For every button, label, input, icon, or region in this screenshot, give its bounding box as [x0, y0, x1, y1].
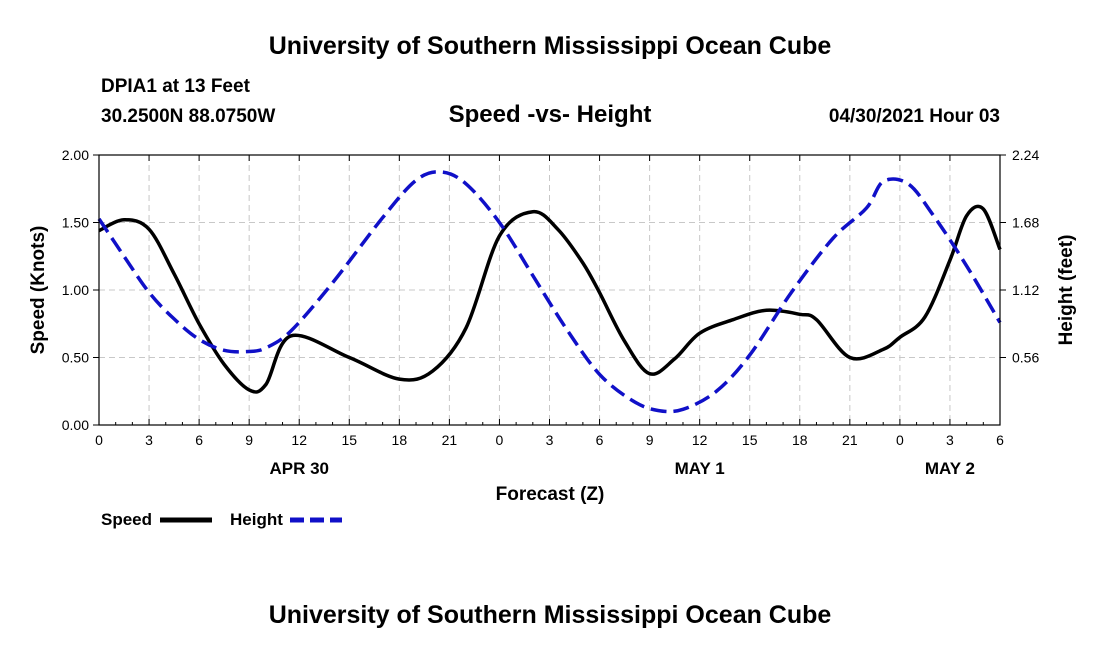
- x-tick-label: 3: [546, 432, 554, 448]
- x-tick-label: 6: [596, 432, 604, 448]
- y-tick-label: 0.50: [62, 350, 89, 366]
- x-tick-label: 9: [245, 432, 253, 448]
- x-tick-label: 0: [95, 432, 103, 448]
- chart-title: University of Southern Mississippi Ocean…: [268, 32, 832, 60]
- station-label: DPIA1 at 13 Feet: [101, 76, 250, 97]
- date-label: APR 30: [269, 459, 329, 478]
- x-tick-label: 15: [341, 432, 357, 448]
- x-tick-label: 6: [996, 432, 1004, 448]
- station-coordinates: 30.2500N 88.0750W: [101, 106, 276, 127]
- x-tick-label: 12: [692, 432, 708, 448]
- x-tick-label: 21: [442, 432, 458, 448]
- x-tick-label: 18: [392, 432, 408, 448]
- y2-axis-label: Height (feet): [1056, 235, 1077, 346]
- chart-subtitle: Speed -vs- Height: [448, 101, 652, 128]
- date-label: MAY 1: [675, 459, 725, 478]
- x-tick-label: 6: [195, 432, 203, 448]
- x-axis-label: Forecast (Z): [496, 484, 605, 505]
- y2-tick-label: 0.56: [1012, 350, 1039, 366]
- y-tick-label: 2.00: [62, 147, 89, 163]
- y-tick-label: 0.00: [62, 417, 89, 433]
- forecast-datetime: 04/30/2021 Hour 03: [828, 106, 1000, 127]
- axis-labels: Forecast (Z) Speed (Knots) Height (feet)…: [28, 147, 1077, 505]
- axes: [93, 154, 1006, 426]
- legend-speed-label: Speed: [101, 510, 152, 529]
- x-tick-label: 0: [896, 432, 904, 448]
- footer-title: University of Southern Mississippi Ocean…: [268, 601, 832, 629]
- x-tick-label: 0: [496, 432, 504, 448]
- grid: [99, 155, 1000, 425]
- y-axis-label: Speed (Knots): [28, 226, 49, 355]
- speed-line: [98, 204, 1002, 394]
- height-line: [97, 170, 1002, 414]
- x-tick-label: 21: [842, 432, 858, 448]
- legend-height-label: Height: [230, 510, 283, 529]
- x-tick-label: 3: [946, 432, 954, 448]
- x-tick-label: 3: [145, 432, 153, 448]
- y-tick-label: 1.50: [62, 215, 89, 231]
- series: [97, 170, 1002, 414]
- y-tick-label: 1.00: [62, 282, 89, 298]
- x-tick-label: 18: [792, 432, 808, 448]
- date-label: MAY 2: [925, 459, 975, 478]
- legend: Speed Height: [101, 510, 342, 529]
- x-tick-label: 9: [646, 432, 654, 448]
- y2-tick-label: 1.68: [1012, 215, 1039, 231]
- y2-tick-label: 1.12: [1012, 282, 1039, 298]
- x-tick-label: 15: [742, 432, 758, 448]
- x-tick-label: 12: [291, 432, 307, 448]
- y2-tick-label: 2.24: [1012, 147, 1039, 163]
